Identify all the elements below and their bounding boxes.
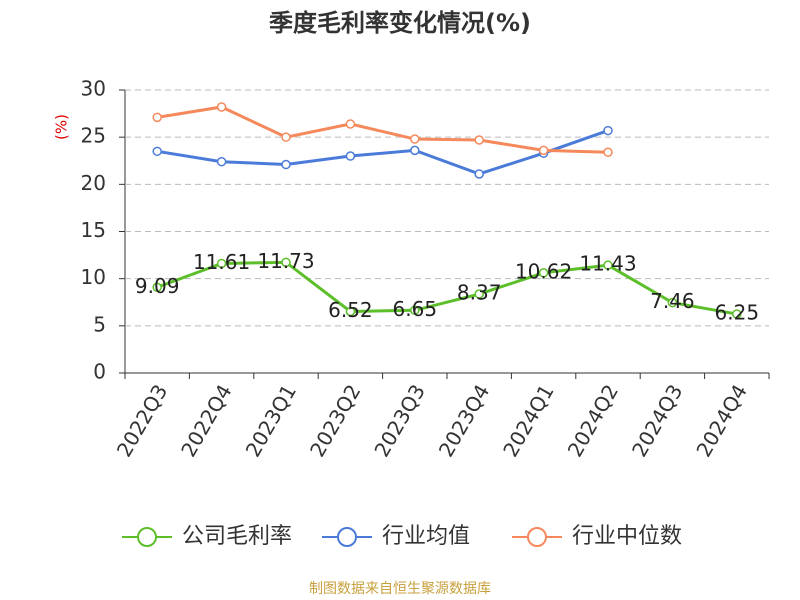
- x-tick-label: 2023Q4: [434, 380, 494, 461]
- point: [474, 169, 484, 179]
- y-tick-label: 0: [93, 360, 106, 384]
- point: [667, 297, 678, 308]
- x-tick-label: 2022Q4: [176, 380, 236, 461]
- series-line: [156, 129, 609, 176]
- data-label: 11.43: [579, 252, 636, 276]
- point: [474, 135, 484, 145]
- point: [474, 289, 484, 299]
- series-line: [156, 105, 609, 154]
- data-label: 10.62: [515, 259, 572, 283]
- x-tick-label: 2024Q4: [691, 380, 751, 461]
- y-tick-label: 15: [81, 218, 106, 242]
- point: [216, 258, 227, 269]
- chart-title: 季度毛利率变化情况(%): [269, 9, 531, 37]
- legend-label: 行业中位数: [572, 524, 682, 549]
- point: [345, 306, 356, 317]
- source-note: 制图数据来自恒生聚源数据库: [309, 581, 491, 597]
- data-label: 8.37: [457, 281, 502, 305]
- point: [345, 151, 356, 161]
- y-tick-label: 10: [81, 265, 106, 289]
- y-tick-label: 25: [81, 124, 106, 148]
- point: [152, 282, 162, 293]
- data-label: 11.73: [257, 249, 314, 273]
- point: [281, 132, 291, 142]
- point: [603, 260, 613, 270]
- x-tick-label: 2024Q2: [563, 380, 623, 461]
- data-label: 11.61: [193, 250, 250, 274]
- point: [732, 309, 742, 319]
- point: [345, 119, 356, 129]
- point: [410, 305, 420, 316]
- point: [410, 145, 420, 156]
- point: [603, 125, 613, 136]
- point: [281, 159, 291, 170]
- point: [281, 257, 291, 268]
- data-label: 6.25: [715, 301, 760, 325]
- x-tick-label: 2023Q1: [241, 380, 301, 461]
- point: [410, 134, 420, 144]
- point: [538, 268, 549, 278]
- y-axis-label: (%): [53, 114, 71, 140]
- series-line: [156, 260, 738, 316]
- y-tick-label: 30: [81, 77, 106, 101]
- legend-label: 公司毛利率: [182, 524, 292, 549]
- legend-marker: [137, 527, 157, 547]
- point: [152, 112, 162, 123]
- point: [152, 146, 162, 157]
- x-tick-label: 2024Q1: [498, 380, 558, 461]
- point: [216, 156, 227, 167]
- x-tick-label: 2022Q3: [112, 380, 172, 461]
- point: [603, 147, 613, 158]
- data-label: 6.65: [393, 297, 438, 321]
- data-label: 6.52: [328, 298, 373, 322]
- legend-marker: [527, 527, 547, 547]
- data-label: 9.09: [135, 274, 180, 298]
- x-tick-label: 2023Q3: [369, 380, 429, 461]
- y-tick-label: 20: [81, 171, 106, 195]
- legend-label: 行业均值: [382, 524, 470, 549]
- point: [538, 145, 549, 156]
- legend-marker: [337, 527, 357, 547]
- x-tick-label: 2024Q3: [627, 380, 687, 461]
- point: [216, 102, 227, 112]
- y-tick-label: 5: [93, 312, 106, 336]
- x-tick-label: 2023Q2: [305, 380, 365, 461]
- data-label: 7.46: [650, 289, 695, 313]
